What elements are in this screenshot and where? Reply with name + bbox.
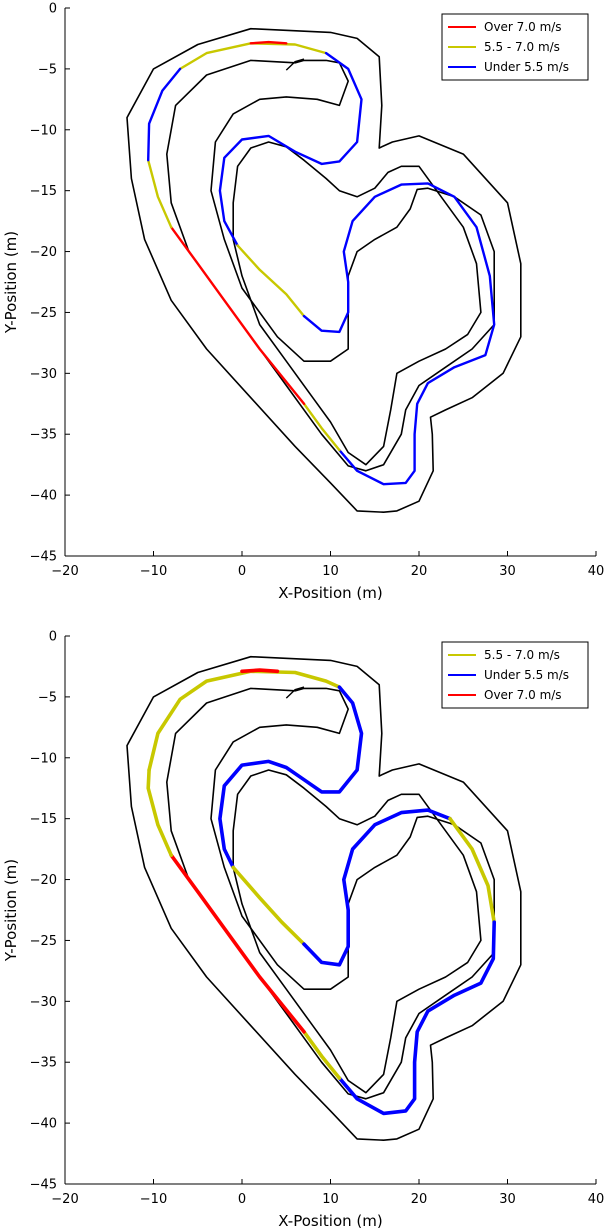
- start-marker: [285, 58, 305, 71]
- x-tick-label: 30: [499, 564, 516, 579]
- trajectory-segment: [337, 920, 497, 1116]
- legend-entry-label: Over 7.0 m/s: [484, 20, 562, 34]
- y-tick-label: −10: [30, 123, 57, 138]
- trajectory-segment: [169, 225, 306, 405]
- legend-entry-label: 5.5 - 7.0 m/s: [484, 40, 560, 54]
- y-tick-label: −15: [30, 184, 57, 199]
- track-inner-boundary-b: [232, 769, 482, 1094]
- trajectory-segment: [302, 1030, 342, 1080]
- y-tick-label: −20: [30, 873, 57, 888]
- legend: 5.5 - 7.0 m/s Under 5.5 m/s Over 7.0 m/s: [441, 641, 589, 709]
- track-inner-boundary-a: [166, 59, 496, 472]
- legend-entry-label: Over 7.0 m/s: [484, 688, 562, 702]
- y-tick-label: −35: [30, 1056, 57, 1071]
- x-tick-label: −20: [51, 564, 78, 579]
- y-tick-label: −30: [30, 367, 57, 382]
- x-tick-label: 0: [238, 564, 246, 579]
- y-tick-label: −25: [30, 934, 57, 949]
- x-tick-label: −10: [140, 564, 167, 579]
- y-tick-label: −5: [38, 690, 57, 705]
- legend: Over 7.0 m/s 5.5 - 7.0 m/s Under 5.5 m/s: [441, 13, 589, 81]
- trajectory-segment: [178, 42, 328, 71]
- trajectory-segment: [218, 685, 364, 870]
- track-outer-boundary: [126, 27, 522, 514]
- trajectory-segment: [302, 182, 496, 486]
- trajectory-segment: [249, 40, 288, 45]
- x-tick-label: 40: [588, 564, 604, 579]
- y-tick-label: −35: [30, 428, 57, 443]
- trajectory-segment: [147, 669, 342, 772]
- y-tick-label: 0: [49, 630, 57, 645]
- x-tick-label: 10: [322, 564, 339, 579]
- y-tick-label: −40: [30, 1117, 57, 1132]
- legend-entry-label: 5.5 - 7.0 m/s: [484, 648, 560, 662]
- x-tick-label: 20: [411, 1192, 428, 1207]
- start-marker: [285, 686, 305, 699]
- track-inner-boundary-a: [166, 687, 496, 1100]
- track-outer-boundary: [126, 655, 522, 1141]
- legend-entry-label: Under 5.5 m/s: [484, 668, 569, 682]
- x-axis-label: X-Position (m): [278, 584, 382, 602]
- x-tick-label: 0: [238, 1192, 246, 1207]
- y-tick-label: 0: [49, 2, 57, 17]
- x-tick-label: −10: [140, 1192, 167, 1207]
- x-tick-label: 10: [322, 1192, 339, 1207]
- trajectory-segment: [302, 402, 341, 452]
- y-tick-label: −45: [30, 550, 57, 565]
- trajectory-segment: [240, 668, 280, 674]
- y-tick-label: −15: [30, 812, 57, 827]
- track-inner-boundary-b: [232, 141, 482, 466]
- trajectory-segment: [146, 158, 173, 229]
- plot-panel-1: −20 −10 0 10 20 30 40 0 −5 −10 −15 −20 −25 −30 −35 −40 −…: [2, 2, 604, 603]
- y-tick-label: −40: [30, 489, 57, 504]
- y-tick-label: −5: [38, 62, 57, 77]
- legend-entry-label: Under 5.5 m/s: [484, 60, 569, 74]
- plot-panel-2: −20 −10 0 10 20 30 40 0 −5 −10 −15 −20 −25 −30 −35 −40 −…: [2, 630, 604, 1230]
- x-axis-label: X-Position (m): [278, 1212, 382, 1230]
- trajectory-segment: [448, 816, 497, 925]
- trajectory-segment: [169, 853, 306, 1034]
- y-tick-label: −20: [30, 245, 57, 260]
- y-tick-label: −45: [30, 1178, 57, 1193]
- trajectory-segment: [146, 768, 173, 858]
- y-axis-label: Y-Position (m): [2, 231, 20, 334]
- x-tick-label: 30: [499, 1192, 516, 1207]
- y-tick-label: −10: [30, 751, 57, 766]
- trajectory-segment: [302, 808, 452, 967]
- trajectory-segment: [231, 865, 306, 946]
- trajectory-segment: [236, 244, 306, 318]
- y-tick-label: −30: [30, 995, 57, 1010]
- x-tick-label: −20: [51, 1192, 78, 1207]
- x-tick-label: 40: [588, 1192, 604, 1207]
- x-tick-label: 20: [411, 564, 428, 579]
- trajectory-segment: [218, 51, 363, 247]
- y-tick-label: −25: [30, 306, 57, 321]
- y-axis-label: Y-Position (m): [2, 859, 20, 962]
- trajectory-segment: [146, 67, 182, 162]
